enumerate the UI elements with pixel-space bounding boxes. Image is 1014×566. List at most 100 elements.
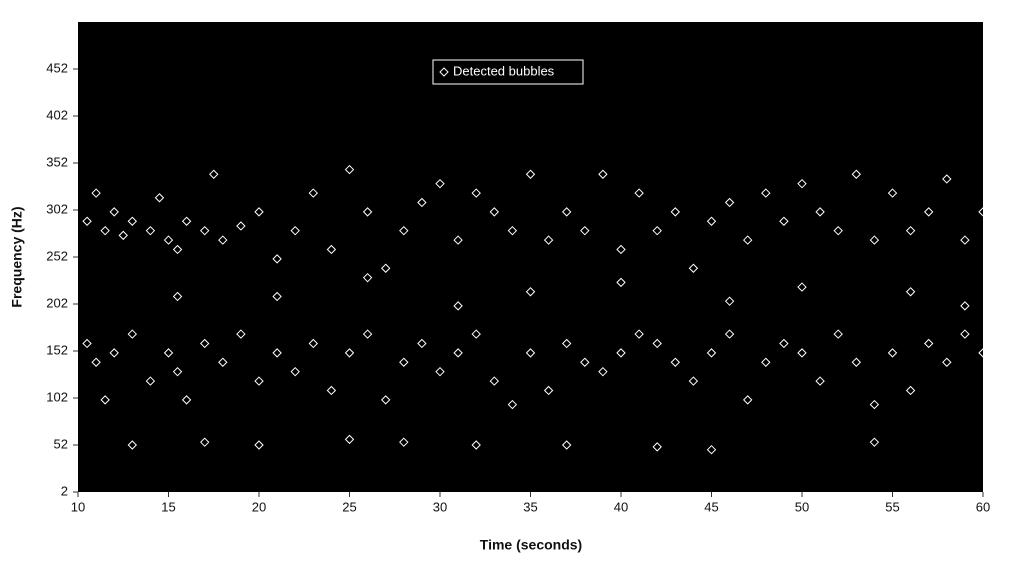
bubble-marker bbox=[236, 221, 246, 231]
x-tick-label: 55 bbox=[885, 499, 899, 514]
y-tick-label: 52 bbox=[54, 436, 68, 451]
x-tick-label: 40 bbox=[614, 499, 628, 514]
x-tick-label: 20 bbox=[252, 499, 266, 514]
bubble-marker bbox=[652, 225, 662, 236]
bubble-marker bbox=[172, 291, 183, 302]
bubble-marker bbox=[507, 225, 518, 236]
bubble-marker bbox=[435, 366, 445, 377]
bubble-marker bbox=[489, 207, 500, 217]
bubble-marker bbox=[471, 329, 481, 339]
bubble-marker bbox=[290, 225, 300, 236]
bubble-marker bbox=[308, 188, 319, 198]
bubble-marker bbox=[254, 376, 264, 386]
bubble-marker bbox=[362, 272, 373, 283]
bubble-marker bbox=[833, 225, 843, 236]
y-tick-label: 402 bbox=[46, 107, 68, 122]
bubble-marker bbox=[199, 437, 210, 447]
bubble-marker bbox=[905, 385, 916, 396]
bubble-marker bbox=[399, 357, 409, 367]
x-tick-label: 25 bbox=[342, 499, 356, 514]
bubble-marker bbox=[362, 329, 373, 339]
bubble-marker bbox=[761, 188, 771, 198]
bubble-marker bbox=[978, 348, 988, 358]
bubble-marker bbox=[236, 329, 246, 339]
bubble-marker bbox=[344, 348, 355, 358]
bubble-marker bbox=[82, 216, 92, 226]
bubble-marker bbox=[471, 440, 481, 450]
bubble-marker bbox=[109, 207, 119, 217]
bubble-marker bbox=[616, 348, 626, 358]
bubble-marker bbox=[670, 357, 681, 367]
bubble-marker bbox=[797, 178, 807, 189]
bubble-marker bbox=[634, 188, 644, 198]
bubble-marker bbox=[489, 376, 500, 386]
bubble-marker bbox=[100, 225, 110, 236]
legend-marker bbox=[439, 67, 449, 77]
bubble-marker bbox=[616, 244, 626, 255]
bubble-marker bbox=[163, 348, 174, 358]
bubble-marker bbox=[507, 399, 518, 410]
bubble-marker bbox=[815, 207, 825, 217]
bubble-marker bbox=[960, 329, 970, 339]
bubble-marker bbox=[127, 216, 138, 226]
bubble-marker bbox=[561, 207, 572, 217]
bubble-marker bbox=[154, 193, 165, 203]
bubble-marker bbox=[905, 287, 916, 297]
bubble-marker bbox=[290, 366, 300, 377]
bubble-marker bbox=[797, 348, 807, 358]
bubble-marker bbox=[652, 338, 662, 349]
bubble-marker bbox=[616, 277, 626, 288]
bubble-marker bbox=[435, 178, 445, 189]
bubble-marker bbox=[254, 207, 264, 217]
bubble-marker bbox=[272, 291, 282, 302]
bubble-marker bbox=[869, 235, 880, 245]
bubble-marker bbox=[218, 357, 228, 367]
bubble-marker bbox=[326, 385, 337, 396]
bubble-marker bbox=[91, 188, 101, 198]
bubble-marker bbox=[851, 357, 862, 367]
y-tick-label: 452 bbox=[46, 60, 68, 75]
bubble-marker bbox=[670, 207, 681, 217]
bubble-marker bbox=[724, 329, 735, 339]
bubble-marker bbox=[742, 235, 753, 245]
bubble-marker bbox=[399, 225, 409, 236]
bubble-marker bbox=[380, 263, 391, 273]
bubble-marker bbox=[399, 437, 409, 447]
y-tick-label: 2 bbox=[61, 483, 68, 498]
bubble-marker bbox=[580, 357, 590, 367]
bubble-marker bbox=[742, 395, 753, 405]
y-tick-label: 302 bbox=[46, 201, 68, 216]
y-axis-title: Frequency (Hz) bbox=[9, 206, 25, 307]
bubble-marker bbox=[199, 338, 210, 349]
bubble-marker bbox=[688, 376, 699, 386]
bubble-marker bbox=[471, 188, 481, 198]
x-tick-label: 45 bbox=[704, 499, 718, 514]
bubble-marker bbox=[344, 164, 355, 175]
bubble-marker bbox=[453, 301, 463, 311]
bubble-marker bbox=[100, 395, 110, 405]
bubble-marker bbox=[145, 225, 156, 236]
bubble-marker bbox=[706, 216, 717, 226]
bubble-marker bbox=[453, 348, 463, 358]
bubble-marker bbox=[851, 169, 862, 179]
bubble-marker bbox=[580, 225, 590, 236]
bubble-marker bbox=[118, 230, 128, 241]
bubble-marker bbox=[923, 207, 934, 217]
bubble-marker bbox=[172, 366, 183, 377]
x-tick-label: 15 bbox=[161, 499, 175, 514]
bubble-marker bbox=[869, 399, 880, 410]
bubble-marker bbox=[598, 169, 608, 179]
x-tick-label: 50 bbox=[795, 499, 809, 514]
bubble-marker bbox=[525, 287, 536, 297]
bubble-marker bbox=[779, 338, 789, 349]
bubble-marker bbox=[887, 188, 898, 198]
legend-box bbox=[432, 59, 584, 85]
bubble-marker bbox=[272, 254, 282, 264]
bubble-marker bbox=[326, 244, 337, 255]
bubble-marker bbox=[942, 357, 952, 367]
bubble-marker bbox=[254, 440, 264, 450]
bubble-marker bbox=[634, 329, 644, 339]
bubble-marker bbox=[127, 440, 138, 450]
bubble-marker bbox=[761, 357, 771, 367]
